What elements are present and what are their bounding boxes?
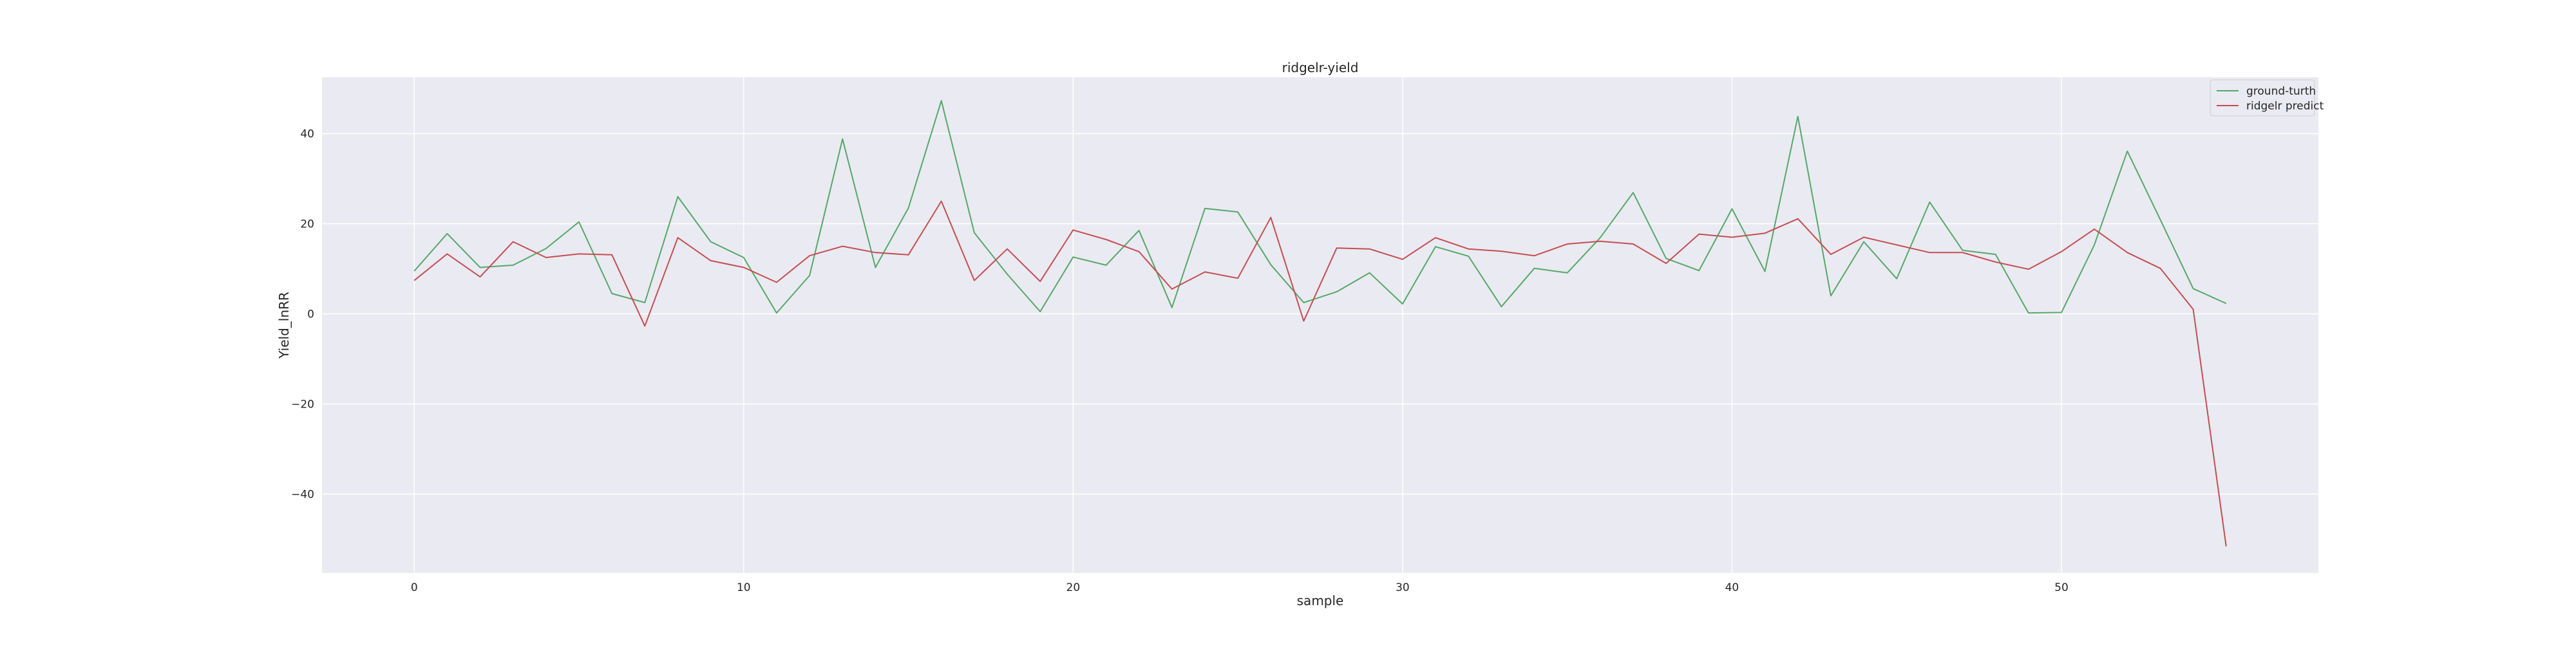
grid-lines [322,77,2318,573]
series-line-ridgelr-predict [413,200,2227,547]
y-tick-label: 40 [300,128,314,141]
x-tick-label: 40 [1725,581,1739,594]
x-tick-label: 20 [1066,581,1081,594]
x-tick-label: 50 [2054,581,2069,594]
chart-title: ridgelr-yield [1282,60,1359,75]
x-tick-label: 10 [737,581,751,594]
y-tick-label: 20 [300,218,314,231]
x-axis-label: sample [1297,593,1344,608]
y-tick-label: −20 [291,399,314,411]
legend: ground-turth ridgelr predict [2210,79,2324,117]
y-tick-label: 0 [307,308,314,321]
x-tick-label: 30 [1396,581,1410,594]
legend-box [2210,79,2315,117]
series-line-ground-turth [413,100,2227,314]
y-axis-label: Yield_lnRR [276,292,292,359]
legend-label-ground-turth: ground-turth [2246,85,2316,98]
series-lines [413,100,2227,547]
y-tick-label: −40 [291,489,314,502]
legend-label-ridgelr-predict: ridgelr predict [2246,100,2324,113]
x-tick-label: 0 [411,581,418,594]
tick-labels: 0 10 20 30 40 50 −40 −20 0 20 40 [291,128,2069,595]
plot-area [322,77,2318,573]
